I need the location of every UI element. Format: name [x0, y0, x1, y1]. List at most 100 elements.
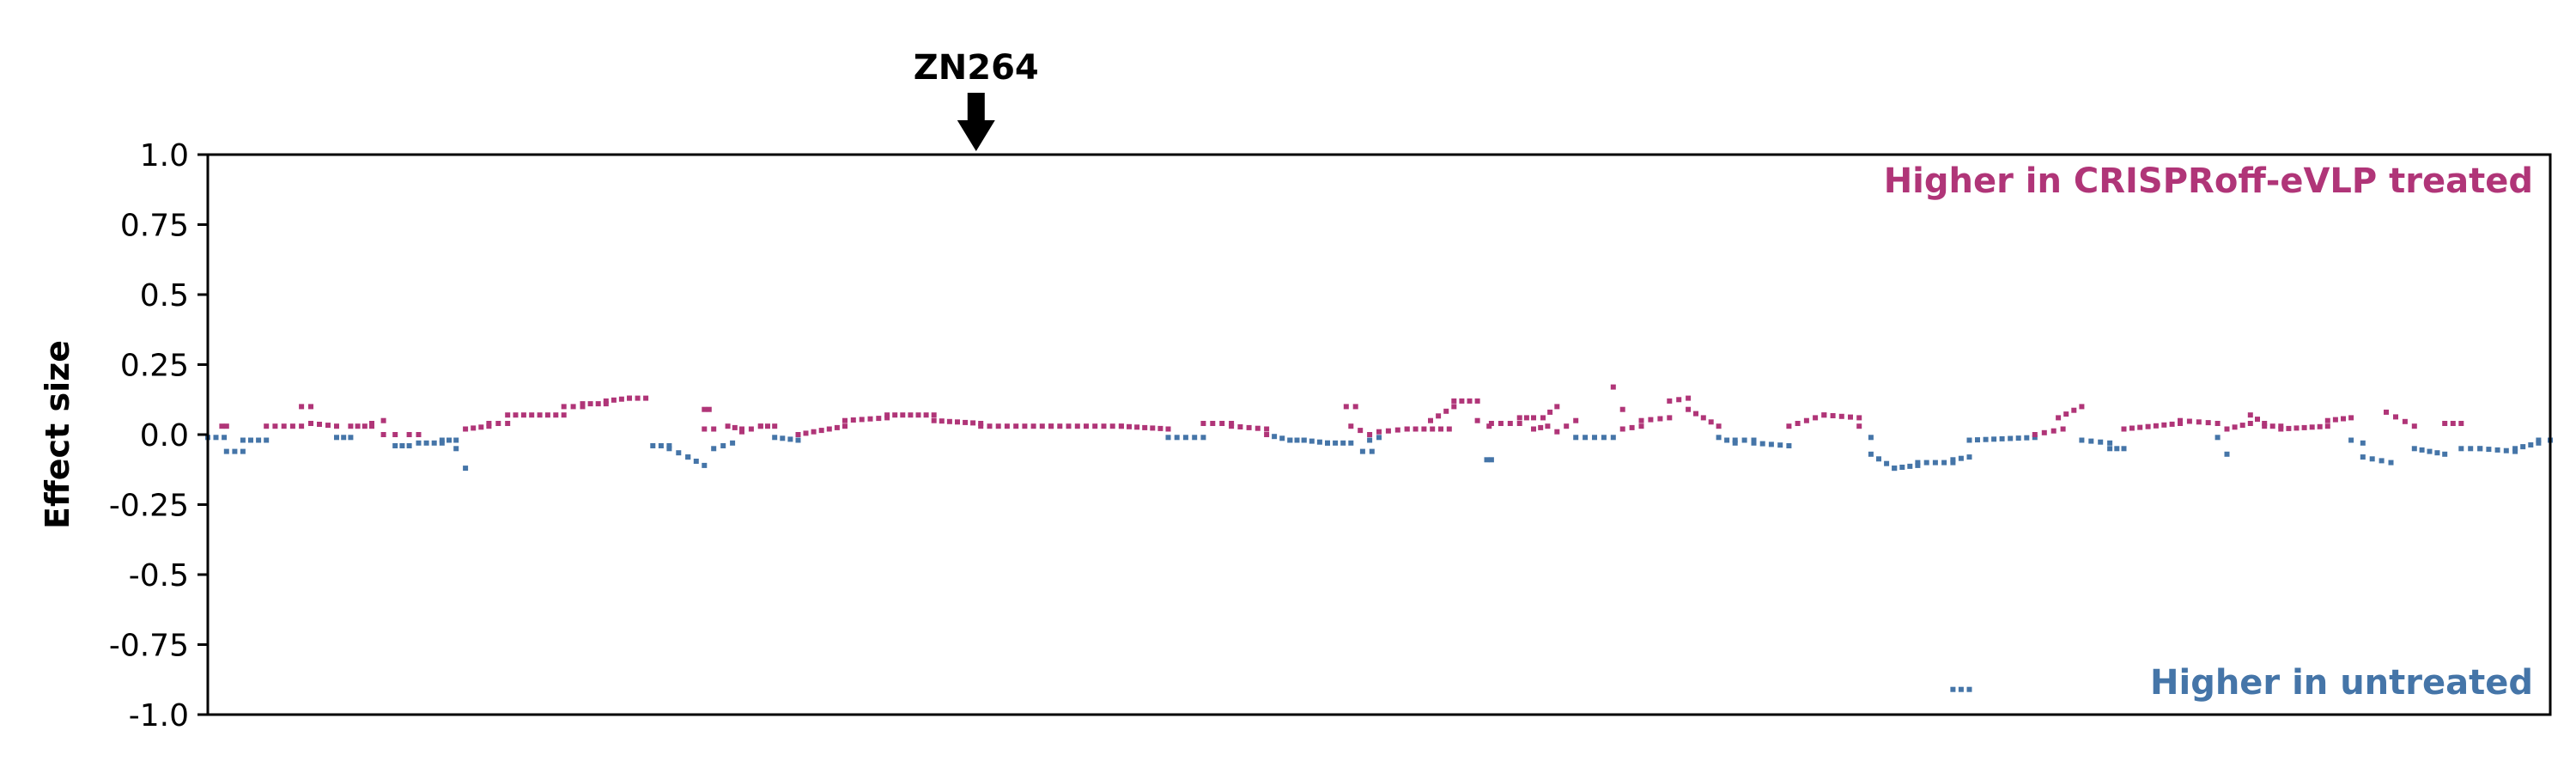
data-point: [765, 423, 770, 429]
data-point: [439, 440, 445, 446]
data-point: [1708, 419, 1714, 425]
data-point: [1430, 426, 1436, 432]
data-point: [1610, 435, 1616, 441]
data-point: [1516, 421, 1522, 426]
data-point: [1830, 413, 1836, 418]
data-point: [611, 397, 617, 403]
data-point: [1438, 426, 1443, 432]
data-point: [2369, 456, 2375, 462]
data-point: [334, 435, 339, 441]
data-point: [2032, 435, 2038, 441]
data-point: [1693, 411, 1698, 417]
y-tick-label: 1.0: [140, 138, 189, 173]
data-point: [1983, 436, 1989, 442]
data-point: [1118, 423, 1124, 429]
data-point: [348, 435, 354, 441]
data-point: [676, 450, 682, 456]
data-point: [795, 432, 801, 437]
data-point: [2384, 409, 2389, 415]
data-point: [520, 412, 526, 418]
data-point: [1538, 424, 1544, 430]
data-point: [529, 412, 535, 418]
data-point: [2071, 407, 2077, 413]
data-point: [2458, 446, 2464, 452]
plot-frame: [206, 153, 2552, 716]
data-point: [1523, 415, 1529, 421]
data-point: [1516, 415, 1522, 421]
data-point: [1451, 404, 1457, 410]
data-point: [1777, 442, 1783, 448]
data-point: [595, 401, 601, 407]
data-point: [222, 435, 228, 441]
data-point: [1443, 408, 1449, 414]
data-point: [1200, 435, 1206, 441]
data-point: [1554, 429, 1560, 435]
data-point: [1272, 434, 1278, 440]
data-point: [702, 426, 708, 432]
data-point: [1333, 440, 1339, 446]
data-point: [1030, 423, 1036, 429]
data-point: [1795, 421, 1801, 426]
data-point: [256, 437, 262, 443]
data-point: [811, 429, 817, 435]
data-point: [1958, 686, 1964, 692]
data-point: [2262, 421, 2268, 426]
data-point: [463, 466, 469, 472]
data-point: [1667, 398, 1673, 404]
data-point: [732, 424, 738, 430]
data-point: [2503, 447, 2509, 453]
data-point: [1165, 435, 1171, 441]
data-point: [423, 440, 429, 446]
data-point: [850, 417, 856, 423]
data-point: [1101, 423, 1107, 429]
data-point: [1821, 412, 1827, 418]
data-point: [739, 429, 744, 435]
data-point: [2137, 424, 2143, 430]
data-point: [1039, 423, 1045, 429]
data-point: [1686, 406, 1692, 412]
data-point: [2486, 447, 2492, 453]
data-point: [2129, 425, 2135, 431]
data-point: [2309, 424, 2315, 430]
data-point: [1619, 406, 1625, 412]
data-point: [1127, 423, 1132, 429]
data-point: [1436, 413, 1442, 419]
data-point: [2528, 442, 2534, 447]
data-point: [272, 423, 278, 429]
data-point: [219, 423, 225, 429]
data-point: [2536, 440, 2542, 446]
data-point: [1601, 435, 1607, 441]
data-point: [2186, 418, 2192, 424]
data-point: [720, 443, 726, 448]
data-point: [2161, 422, 2167, 428]
data-point: [650, 443, 656, 448]
data-point: [1309, 438, 1315, 444]
data-point: [995, 423, 1001, 429]
data-point: [1074, 423, 1080, 429]
data-point: [1192, 435, 1198, 441]
data-point: [431, 440, 437, 446]
data-point: [1907, 463, 1913, 469]
data-point: [416, 432, 422, 437]
data-point: [2278, 426, 2284, 432]
data-point: [1786, 423, 1792, 429]
data-point: [795, 437, 801, 443]
data-point: [240, 448, 246, 454]
data-point: [2402, 418, 2408, 424]
data-point: [1966, 686, 1972, 692]
data-point: [1446, 426, 1452, 432]
data-point: [1648, 417, 1654, 423]
data-point: [2324, 417, 2330, 423]
data-point: [2196, 419, 2202, 425]
data-point: [1676, 397, 1682, 403]
data-point: [1057, 423, 1063, 429]
data-point: [1325, 440, 1330, 446]
data-point: [1724, 437, 1730, 443]
data-point: [1301, 437, 1307, 443]
data-point: [406, 432, 412, 437]
data-point: [505, 412, 511, 418]
data-point: [399, 443, 405, 448]
data-point: [834, 424, 840, 430]
data-point: [380, 432, 386, 437]
